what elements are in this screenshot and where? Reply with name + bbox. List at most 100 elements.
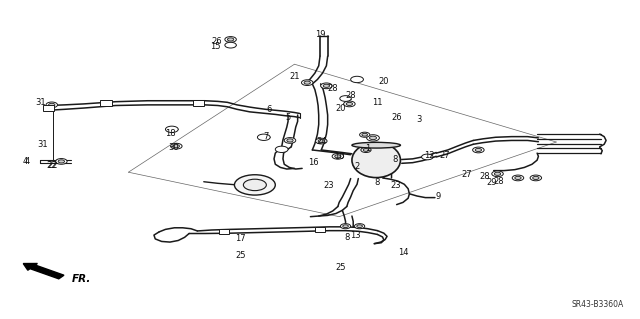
Circle shape [346, 102, 353, 106]
Text: 5: 5 [285, 113, 291, 122]
Circle shape [257, 134, 270, 140]
Bar [100, 100, 112, 106]
Text: 16: 16 [308, 158, 319, 167]
Circle shape [56, 159, 67, 164]
Text: 21: 21 [289, 72, 300, 81]
Text: 8: 8 [344, 233, 349, 242]
Text: 31: 31 [37, 140, 47, 149]
Text: 12: 12 [424, 151, 435, 160]
Text: 24: 24 [316, 137, 326, 145]
Circle shape [361, 147, 371, 152]
Text: 14: 14 [398, 248, 408, 257]
Text: 11: 11 [372, 99, 383, 108]
Circle shape [49, 103, 55, 107]
Circle shape [173, 145, 179, 148]
Text: 9: 9 [435, 192, 441, 202]
Text: 22: 22 [47, 161, 57, 170]
Text: 23: 23 [390, 181, 401, 190]
Circle shape [332, 153, 344, 159]
Circle shape [318, 139, 324, 143]
Text: 28: 28 [346, 91, 356, 100]
Text: 4: 4 [25, 157, 30, 166]
Circle shape [335, 155, 341, 158]
Circle shape [171, 143, 182, 149]
Text: 7: 7 [263, 132, 268, 141]
Circle shape [369, 136, 376, 140]
Circle shape [46, 102, 58, 108]
Circle shape [301, 80, 313, 85]
Circle shape [360, 132, 370, 137]
Text: 22: 22 [48, 161, 58, 170]
Text: 28: 28 [328, 85, 338, 93]
Bar [193, 100, 204, 106]
Circle shape [343, 225, 348, 227]
Circle shape [243, 179, 266, 191]
Circle shape [515, 176, 521, 180]
Text: 28: 28 [493, 177, 504, 186]
Text: 8: 8 [393, 155, 398, 164]
Circle shape [304, 81, 310, 84]
Text: 29: 29 [486, 178, 497, 187]
Text: 26: 26 [211, 37, 222, 46]
Bar [43, 105, 54, 111]
Text: 27: 27 [439, 151, 450, 160]
Circle shape [287, 139, 293, 142]
Circle shape [532, 176, 539, 180]
Text: 20: 20 [379, 77, 389, 86]
Circle shape [355, 224, 365, 229]
Text: 8: 8 [375, 178, 380, 187]
Bar [315, 227, 325, 232]
Circle shape [275, 146, 288, 152]
Circle shape [492, 171, 503, 177]
Ellipse shape [352, 142, 401, 148]
Circle shape [323, 84, 330, 87]
Text: 25: 25 [235, 251, 245, 260]
Text: 3: 3 [416, 115, 422, 124]
Circle shape [512, 175, 524, 181]
Text: 31: 31 [35, 98, 45, 107]
Ellipse shape [352, 143, 401, 178]
Circle shape [58, 160, 65, 163]
Circle shape [234, 175, 275, 195]
Circle shape [422, 154, 433, 160]
Circle shape [340, 224, 351, 229]
Text: 17: 17 [235, 234, 246, 243]
Circle shape [225, 37, 236, 42]
Text: 4: 4 [22, 157, 28, 166]
Circle shape [356, 225, 362, 227]
Bar [219, 229, 229, 234]
Text: 26: 26 [391, 113, 402, 122]
Circle shape [476, 148, 481, 152]
Circle shape [362, 133, 367, 136]
Circle shape [284, 137, 296, 143]
Text: 30: 30 [168, 143, 179, 152]
Text: 13: 13 [351, 231, 361, 240]
Circle shape [367, 135, 380, 141]
Text: 27: 27 [461, 170, 472, 179]
Text: 1: 1 [365, 144, 371, 153]
Text: 23: 23 [324, 181, 334, 190]
Text: 18: 18 [165, 129, 176, 138]
Text: FR.: FR. [72, 274, 92, 284]
Circle shape [351, 76, 364, 83]
Text: SR43-B3360A: SR43-B3360A [571, 300, 623, 309]
Circle shape [316, 138, 327, 144]
Circle shape [344, 101, 355, 107]
Circle shape [494, 172, 500, 175]
Circle shape [472, 147, 484, 153]
Text: 20: 20 [335, 104, 346, 113]
Circle shape [340, 96, 351, 101]
Text: 15: 15 [210, 42, 221, 51]
Text: 25: 25 [335, 263, 346, 272]
Circle shape [363, 149, 369, 152]
Text: 19: 19 [315, 30, 325, 39]
FancyArrow shape [23, 263, 64, 279]
Text: 28: 28 [479, 173, 490, 182]
Circle shape [225, 42, 236, 48]
Text: 2: 2 [355, 162, 360, 171]
Circle shape [530, 175, 541, 181]
Circle shape [227, 38, 234, 41]
Text: 10: 10 [334, 152, 344, 161]
Circle shape [321, 83, 332, 89]
Text: 6: 6 [266, 105, 271, 114]
